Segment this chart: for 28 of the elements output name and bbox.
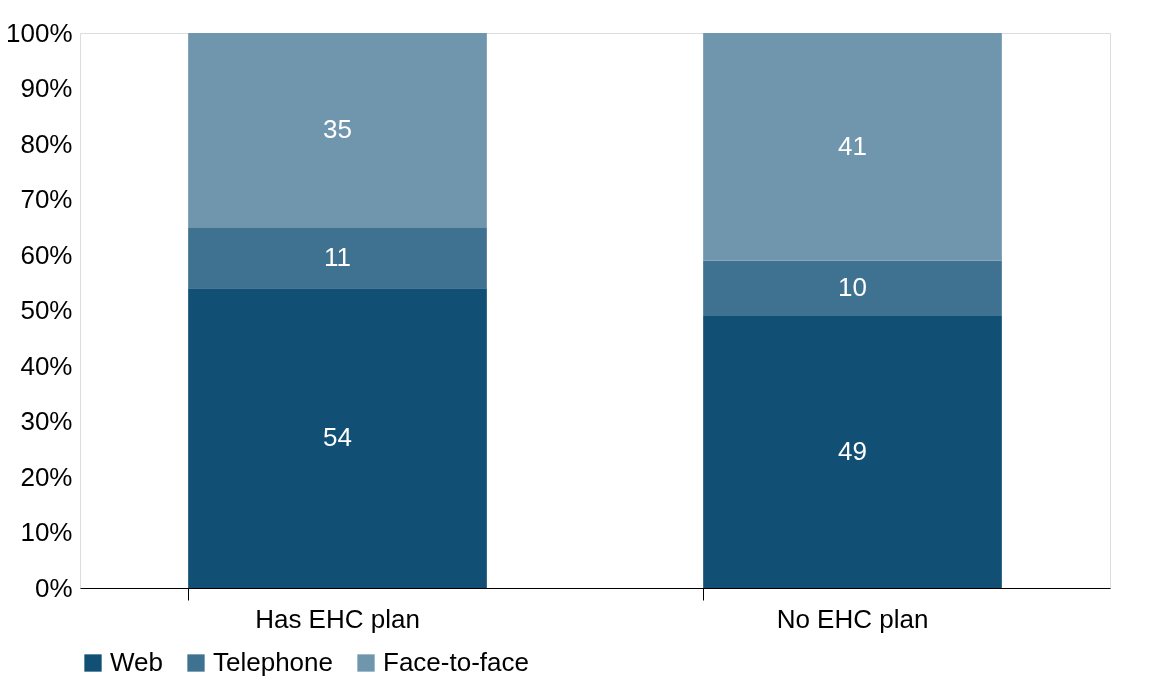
y-tick-label: 40% (20, 350, 73, 381)
y-tick-label: 100% (6, 17, 73, 48)
y-tick-label: 0% (34, 572, 73, 603)
bar (188, 33, 487, 228)
data-label: 11 (324, 241, 351, 272)
legend-label: Web (110, 647, 163, 677)
legend-label: Telephone (213, 647, 333, 677)
x-tick-label: No EHC plan (776, 603, 929, 634)
bar (188, 288, 487, 588)
data-label: 54 (323, 422, 352, 453)
y-tick-label: 30% (20, 406, 73, 436)
y-tick-label: 90% (20, 73, 73, 103)
data-label: 41 (838, 130, 867, 161)
bar (703, 316, 1002, 588)
bar (703, 33, 1002, 261)
y-tick-label: 10% (20, 517, 73, 547)
bar (188, 227, 487, 289)
y-tick-label: 50% (20, 295, 73, 325)
bar (703, 260, 1002, 317)
y-tick-label: 60% (20, 239, 73, 270)
x-tick-label: Has EHC plan (255, 603, 420, 634)
data-label: 49 (838, 436, 867, 467)
data-label: 35 (323, 114, 352, 145)
y-tick-label: 80% (20, 128, 73, 159)
legend-label: Face-to-face (383, 647, 529, 677)
y-tick-label: 70% (20, 184, 73, 214)
y-tick-label: 20% (20, 461, 73, 492)
data-label: 10 (838, 272, 867, 303)
